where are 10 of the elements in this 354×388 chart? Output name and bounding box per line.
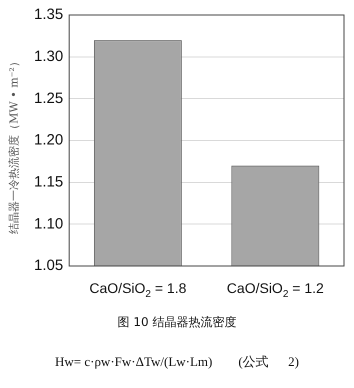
- y-tick-label: 1.20: [34, 132, 64, 149]
- y-tick-label: 1.30: [34, 48, 64, 65]
- y-tick-label: 1.15: [34, 173, 64, 190]
- y-axis-title: 结晶器一冷热流密度（MW • m⁻²）: [6, 56, 22, 234]
- y-tick-label: 1.05: [34, 257, 64, 274]
- y-tick-label: 1.25: [34, 90, 64, 107]
- text: Hw= c·ρw·Fw·ΔTw/(Lw·Lm) (公式 2): [54, 353, 300, 371]
- y-tick-label: 1.35: [34, 6, 64, 24]
- y-tick-label: 1.10: [34, 215, 64, 232]
- caption: 图 10 结晶器热流密度: [116, 314, 238, 331]
